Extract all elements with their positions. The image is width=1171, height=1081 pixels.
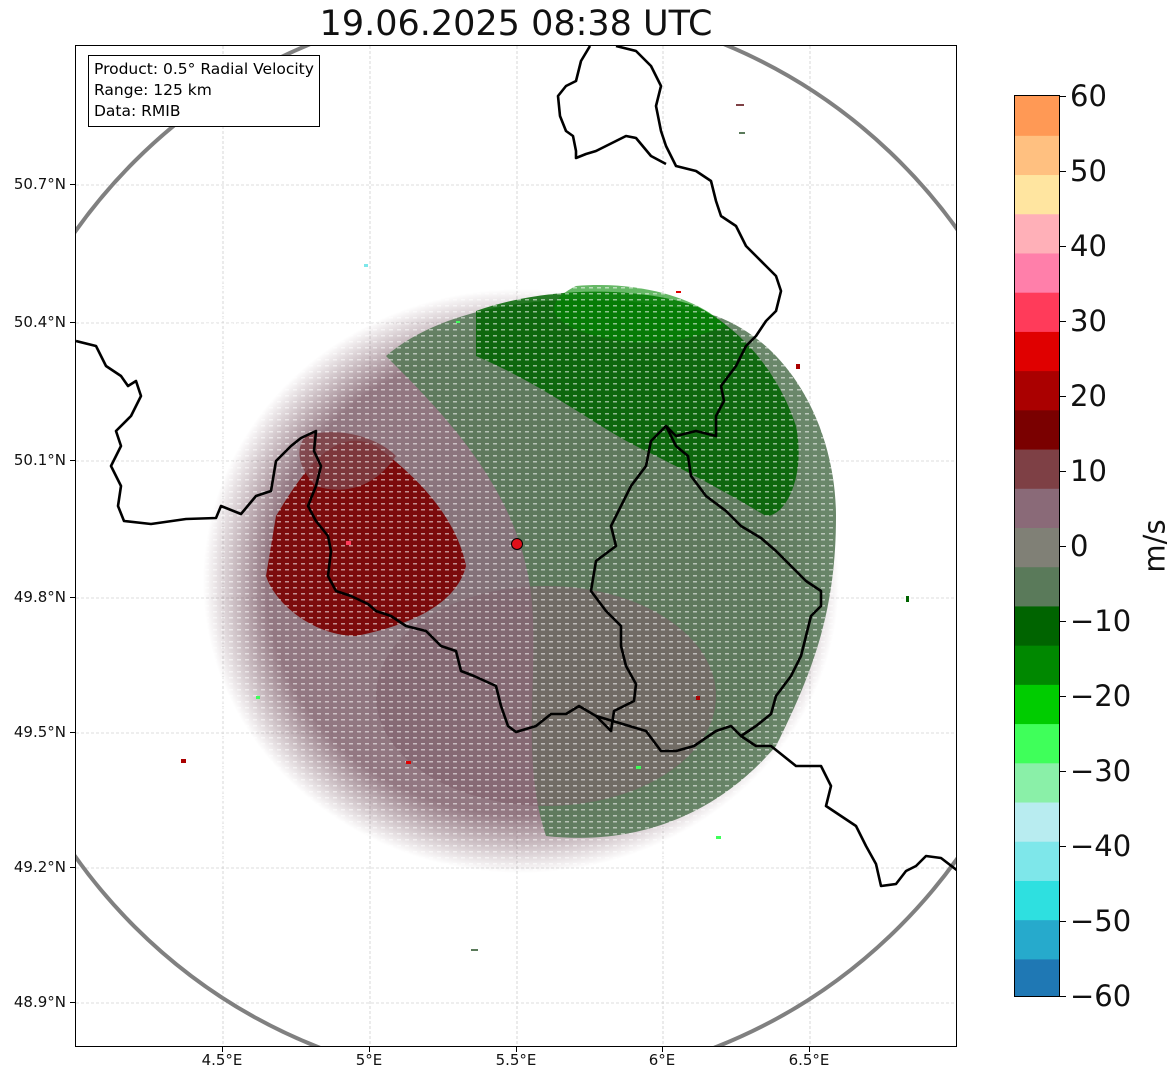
lat-label: 50.7°N: [13, 175, 66, 193]
colorbar-tick: [1060, 996, 1066, 997]
colorbar-band: [1015, 213, 1059, 254]
colorbar-tick: [1060, 621, 1066, 622]
colorbar-tick: [1060, 921, 1066, 922]
colorbar-band: [1015, 841, 1059, 881]
lon-label: 5°E: [355, 1051, 383, 1069]
colorbar-tick-label: 20: [1070, 379, 1107, 413]
colorbar-band: [1015, 919, 1059, 960]
colorbar-band: [1015, 566, 1059, 607]
colorbar-band: [1015, 880, 1059, 921]
colorbar-tick-label: −30: [1070, 754, 1132, 788]
lat-tick: [70, 322, 75, 323]
colorbar-tick-label: 10: [1070, 454, 1107, 488]
colorbar-tick: [1060, 321, 1066, 322]
colorbar-gradient: [1015, 96, 1059, 996]
data-source-label: Data: RMIB: [94, 102, 181, 120]
colorbar-tick: [1060, 396, 1066, 397]
radar-site-marker: [511, 538, 523, 550]
lon-label: 5.5°E: [495, 1051, 537, 1069]
colorbar-tick-label: −10: [1070, 604, 1132, 638]
lat-label: 49.8°N: [13, 588, 66, 606]
colorbar-band: [1015, 645, 1059, 685]
colorbar-band: [1015, 135, 1059, 176]
velocity-field: [196, 266, 846, 886]
colorbar-band: [1015, 801, 1059, 842]
lat-label: 50.4°N: [13, 313, 66, 331]
colorbar-unit-label: m/s: [1137, 519, 1171, 573]
lat-tick: [70, 867, 75, 868]
lon-label: 6°E: [648, 1051, 676, 1069]
lat-tick: [70, 597, 75, 598]
colorbar-band: [1015, 527, 1059, 568]
colorbar-tick-label: −20: [1070, 679, 1132, 713]
colorbar-tick: [1060, 696, 1066, 697]
lat-label: 48.9°N: [13, 993, 66, 1011]
colorbar-tick-label: −60: [1070, 979, 1132, 1013]
lon-tick: [516, 1047, 517, 1052]
lat-tick: [70, 184, 75, 185]
radar-map[interactable]: [75, 45, 957, 1047]
colorbar-tick-label: 40: [1070, 229, 1107, 263]
colorbar-tick-label: 0: [1070, 529, 1089, 563]
lon-tick: [222, 1047, 223, 1052]
colorbar-tick: [1060, 846, 1066, 847]
lat-tick: [70, 460, 75, 461]
colorbar-band: [1015, 723, 1059, 764]
product-label: Product: 0.5° Radial Velocity: [94, 60, 314, 78]
colorbar-band: [1015, 762, 1059, 803]
range-label: Range: 125 km: [94, 81, 212, 99]
lon-tick: [662, 1047, 663, 1052]
colorbar-band: [1015, 96, 1059, 136]
colorbar-tick-label: −50: [1070, 904, 1132, 938]
lon-label: 4.5°E: [201, 1051, 243, 1069]
colorbar-tick: [1060, 96, 1066, 97]
product-info-box: Product: 0.5° Radial Velocity Range: 125…: [88, 55, 320, 127]
colorbar-band: [1015, 370, 1059, 411]
colorbar-band: [1015, 409, 1059, 450]
colorbar-band: [1015, 605, 1059, 646]
velocity-colorbar: [1014, 95, 1060, 997]
colorbar-tick: [1060, 471, 1066, 472]
colorbar-band: [1015, 958, 1059, 996]
lat-label: 49.5°N: [13, 723, 66, 741]
colorbar-band: [1015, 684, 1059, 725]
colorbar-tick-label: 60: [1070, 79, 1107, 113]
colorbar-tick-label: 50: [1070, 154, 1107, 188]
lat-label: 49.2°N: [13, 858, 66, 876]
colorbar-tick: [1060, 246, 1066, 247]
lon-tick: [369, 1047, 370, 1052]
colorbar-tick: [1060, 771, 1066, 772]
map-title: 19.06.2025 08:38 UTC: [319, 4, 713, 44]
colorbar-band: [1015, 292, 1059, 332]
colorbar-band: [1015, 331, 1059, 372]
radar-map-svg: [76, 46, 956, 1046]
colorbar-tick: [1060, 546, 1066, 547]
colorbar-tick-label: −40: [1070, 829, 1132, 863]
lat-tick: [70, 1002, 75, 1003]
colorbar-band: [1015, 252, 1059, 293]
lat-label: 50.1°N: [13, 451, 66, 469]
colorbar-band: [1015, 174, 1059, 215]
lon-label: 6.5°E: [788, 1051, 830, 1069]
colorbar-tick: [1060, 171, 1066, 172]
lat-tick: [70, 732, 75, 733]
colorbar-band: [1015, 488, 1059, 528]
lon-tick: [809, 1047, 810, 1052]
colorbar-band: [1015, 448, 1059, 489]
colorbar-tick-label: 30: [1070, 304, 1107, 338]
country-borders: [76, 46, 956, 888]
echo-speckles: [181, 104, 909, 951]
